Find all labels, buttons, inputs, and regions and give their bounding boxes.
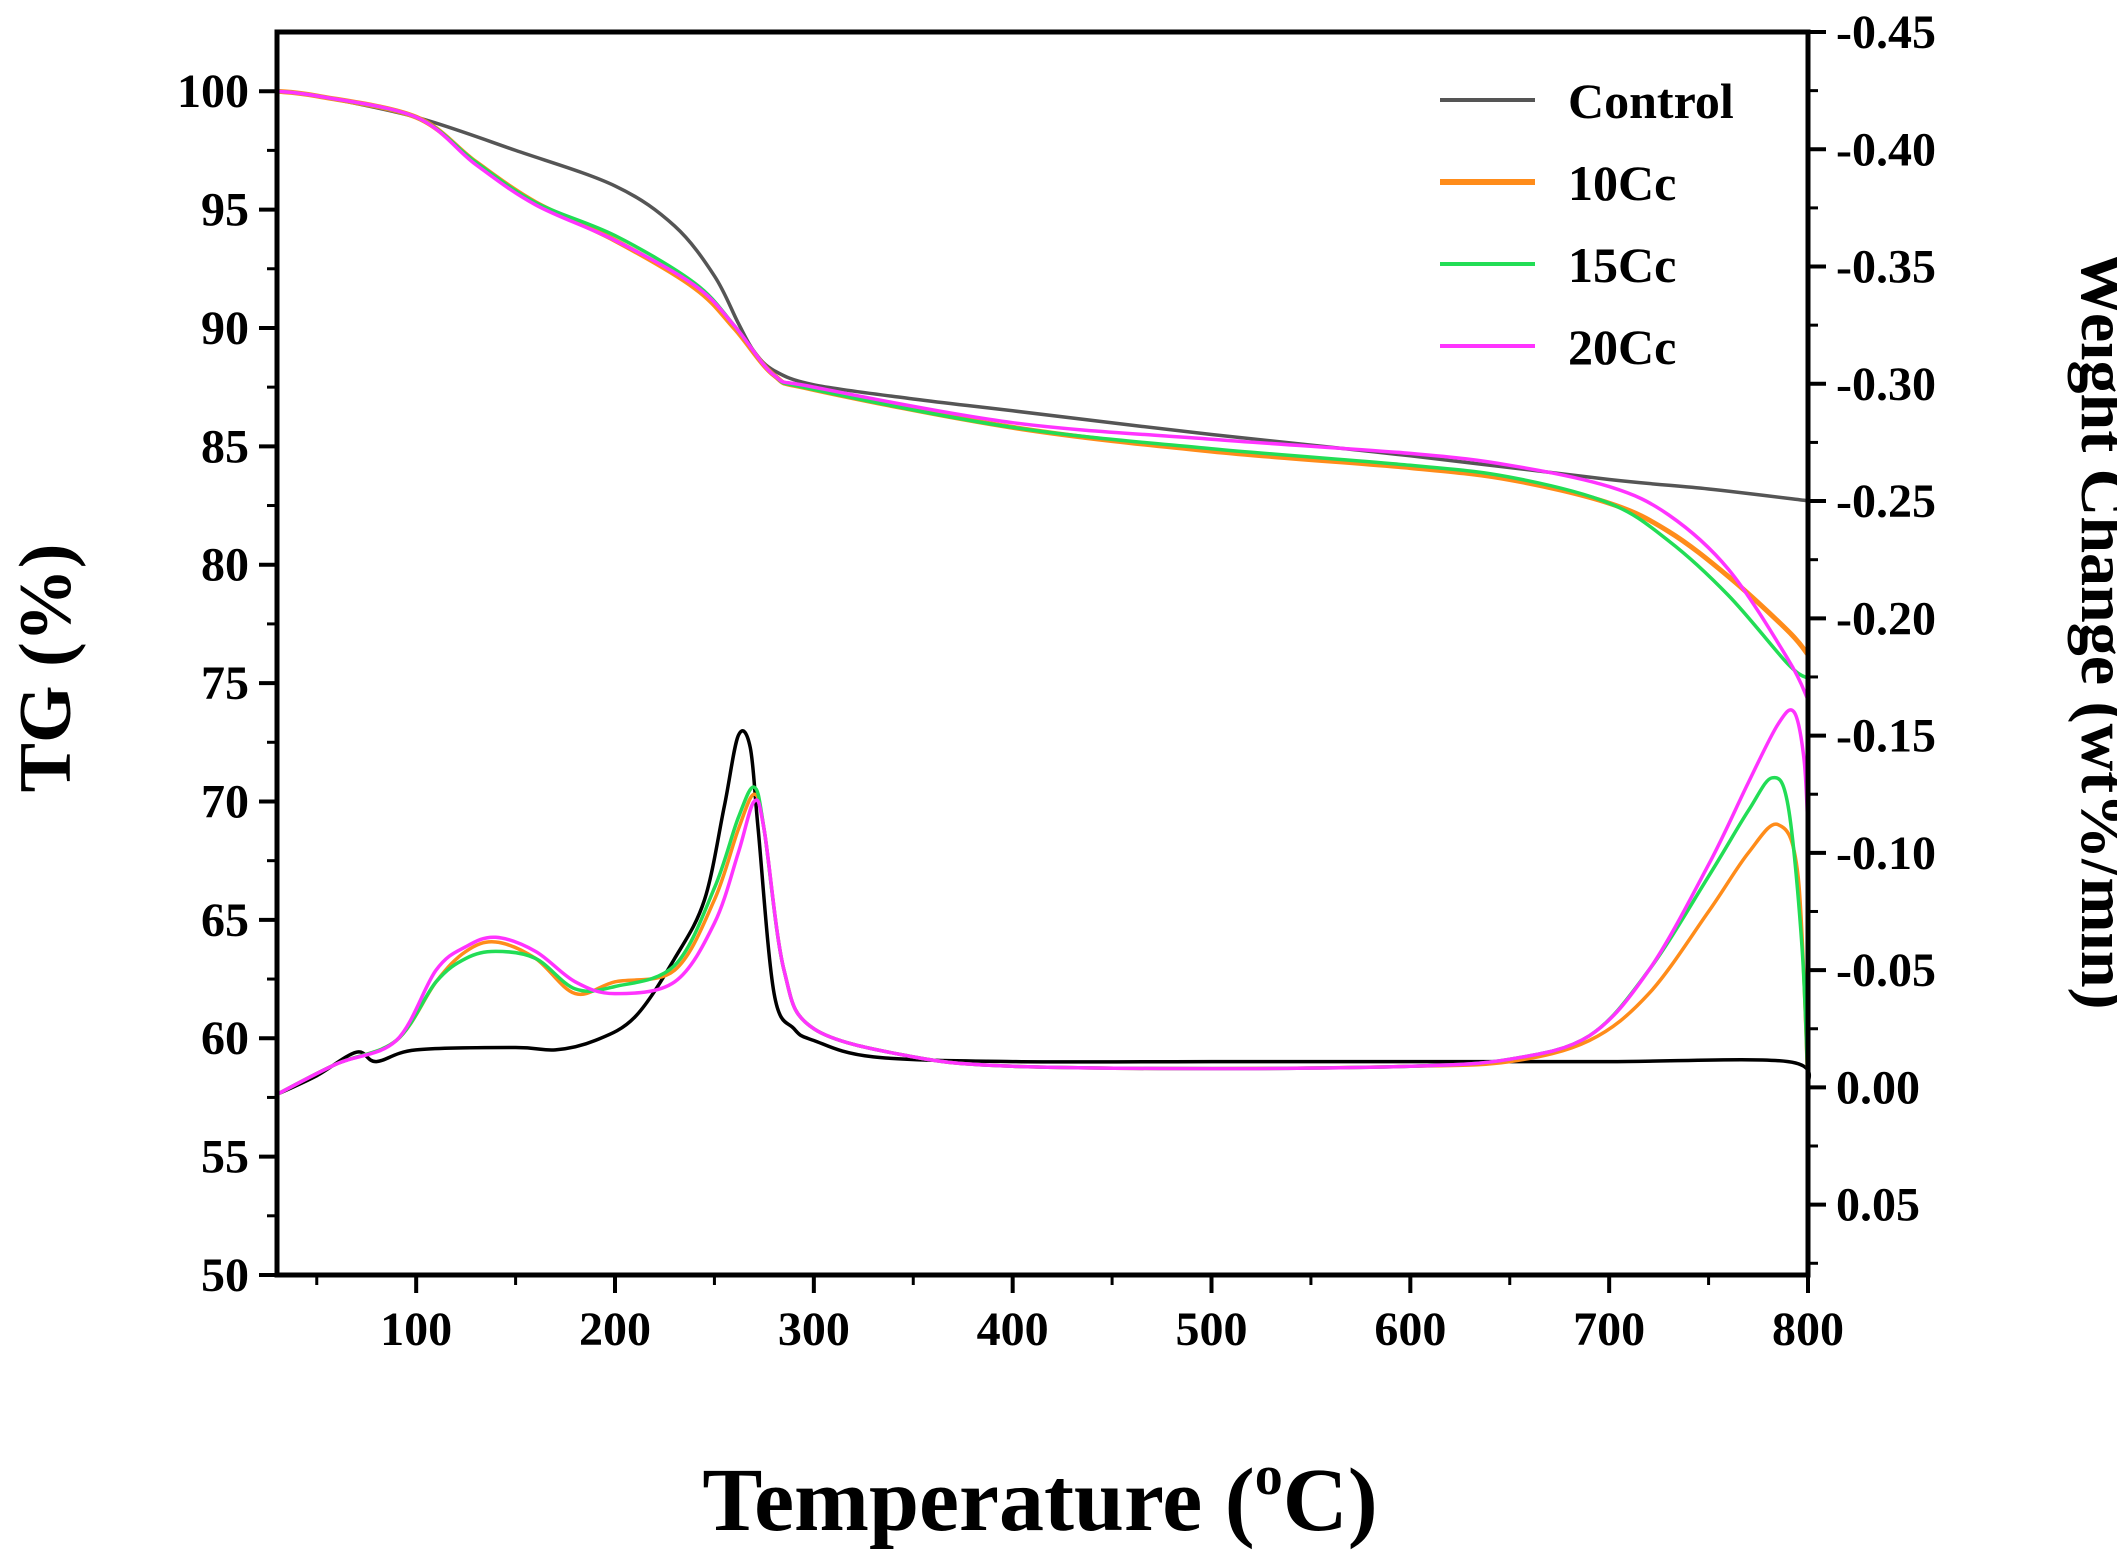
y2-axis-title: Weight Change (wt%/min) bbox=[2067, 251, 2117, 1010]
y-tick-label: 80 bbox=[201, 539, 249, 592]
y2-tick-label: -0.25 bbox=[1836, 475, 1936, 528]
x-tick-label: 300 bbox=[778, 1303, 850, 1356]
x-tick-label: 200 bbox=[579, 1303, 651, 1356]
x-tick-label: 100 bbox=[380, 1303, 452, 1356]
dtg-line-10cc bbox=[276, 792, 1810, 1096]
x-tick-label: 800 bbox=[1772, 1303, 1844, 1356]
y-tick-label: 75 bbox=[201, 657, 249, 710]
plot-frame bbox=[274, 29, 1811, 1278]
series-layer bbox=[276, 88, 1812, 1096]
tg-line-15cc bbox=[276, 89, 1810, 680]
y2-tick-label: -0.35 bbox=[1836, 241, 1936, 294]
y2-tick-label: -0.30 bbox=[1836, 358, 1936, 411]
y2-tick-label: 0.00 bbox=[1836, 1061, 1920, 1114]
x-tick-label: 600 bbox=[1374, 1303, 1446, 1356]
legend-label-15cc: 15Cc bbox=[1568, 237, 1676, 293]
legend: Control 10Cc 15Cc 20Cc bbox=[1440, 73, 1734, 375]
y-tick-label: 100 bbox=[177, 65, 249, 118]
y-tick-label: 85 bbox=[201, 420, 249, 473]
tg-line-20cc bbox=[276, 89, 1810, 701]
y2-tick-label: -0.40 bbox=[1836, 123, 1936, 176]
x-tick-label: 500 bbox=[1176, 1303, 1248, 1356]
degree-superscript: o bbox=[1255, 1445, 1283, 1507]
y2-tick-label: -0.05 bbox=[1836, 944, 1936, 997]
y-tick-label: 70 bbox=[201, 775, 249, 828]
dtg-line-20cc bbox=[276, 708, 1810, 1096]
y2-tick-label: -0.10 bbox=[1836, 827, 1936, 880]
y-axis-title: TG (%) bbox=[5, 544, 87, 793]
dtg-line-control bbox=[276, 729, 1812, 1096]
y2-tick-label: 0.05 bbox=[1836, 1179, 1920, 1232]
y-tick-label: 95 bbox=[201, 184, 249, 237]
legend-label-20cc: 20Cc bbox=[1568, 319, 1676, 375]
y-tick-label: 60 bbox=[201, 1012, 249, 1065]
x-tick-label: 700 bbox=[1573, 1303, 1645, 1356]
x-tick-label: 400 bbox=[977, 1303, 1049, 1356]
y2-tick-label: -0.15 bbox=[1836, 710, 1936, 763]
y2-tick-label: -0.20 bbox=[1836, 592, 1936, 645]
tg-line-control bbox=[276, 89, 1809, 503]
axes-layer: 100 200 300 400 500 600 700 800 50 55 60 65 70 75 80 85… bbox=[177, 6, 1936, 1356]
x-axis-title: Temperature (oC) bbox=[702, 1445, 1377, 1550]
y-tick-label: 50 bbox=[201, 1249, 249, 1302]
y2-tick-label: -0.45 bbox=[1836, 6, 1936, 59]
y-tick-label: 90 bbox=[201, 302, 249, 355]
legend-label-control: Control bbox=[1568, 73, 1734, 129]
legend-label-10cc: 10Cc bbox=[1568, 155, 1676, 211]
y-tick-label: 55 bbox=[201, 1131, 249, 1184]
y-tick-label: 65 bbox=[201, 894, 249, 947]
